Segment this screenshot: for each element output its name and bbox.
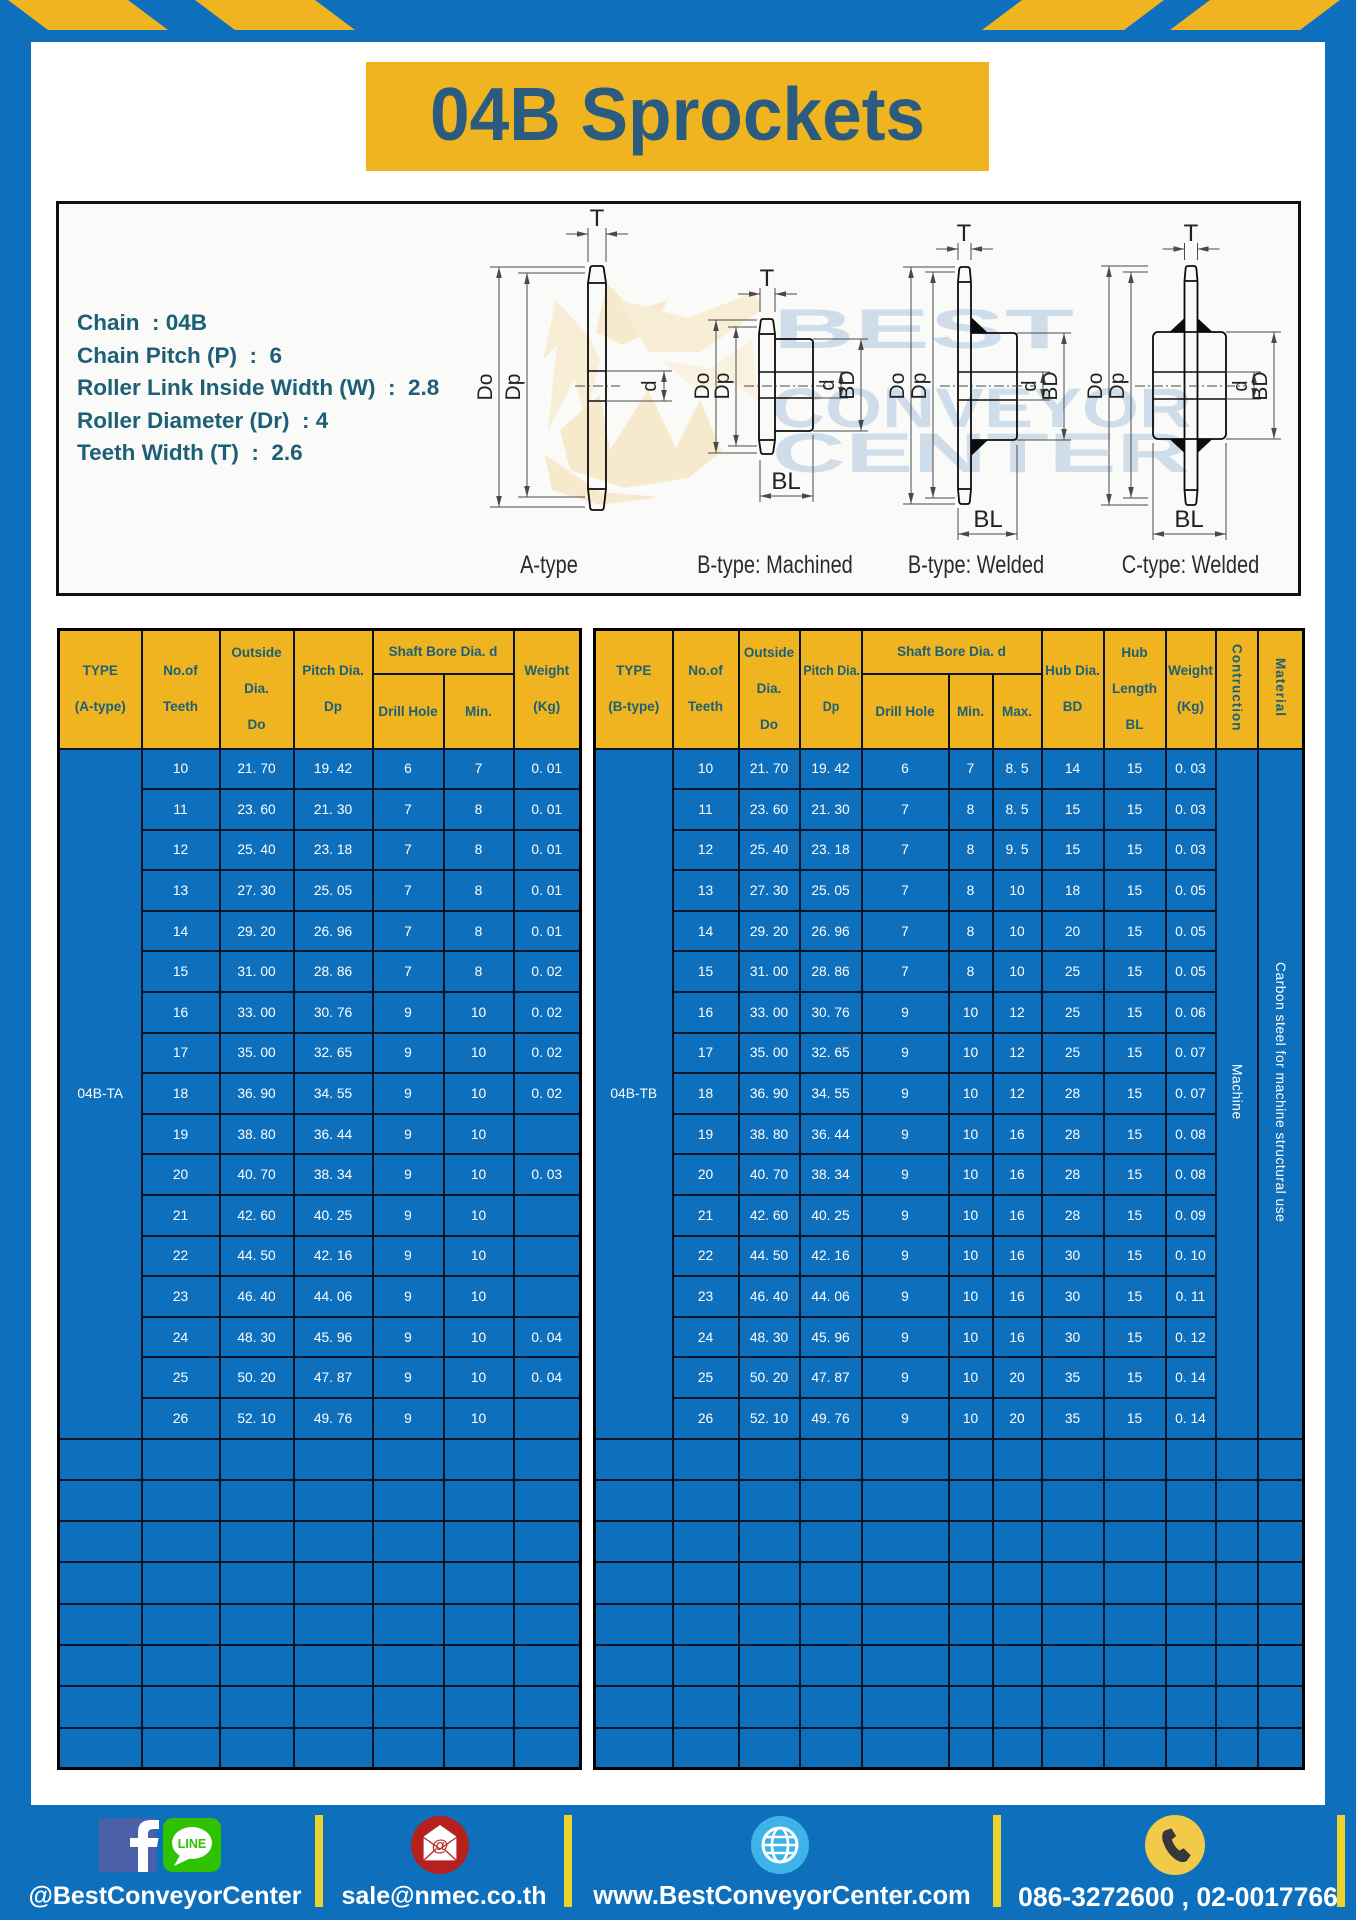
svg-text:BD: BD <box>836 370 859 399</box>
svg-text:BL: BL <box>973 506 1002 533</box>
svg-text:Dp: Dp <box>502 374 525 401</box>
svg-text:Dp: Dp <box>711 373 734 400</box>
svg-text:d: d <box>1019 380 1041 391</box>
svg-text:@: @ <box>432 1836 449 1855</box>
svg-text:BD: BD <box>1039 371 1062 400</box>
svg-text:Do: Do <box>1084 373 1107 400</box>
svg-text:T: T <box>1184 220 1199 247</box>
svg-text:BD: BD <box>1249 371 1272 400</box>
svg-text:BL: BL <box>1174 506 1203 533</box>
svg-text:Do: Do <box>691 373 714 400</box>
svg-text:d: d <box>1230 380 1252 391</box>
svg-text:T: T <box>590 205 605 232</box>
svg-text:Do: Do <box>474 374 497 401</box>
svg-text:d: d <box>817 379 839 390</box>
svg-text:Dp: Dp <box>908 373 931 400</box>
svg-text:Dp: Dp <box>1106 373 1129 400</box>
svg-text:BEST: BEST <box>773 297 1074 360</box>
svg-text:T: T <box>760 265 775 292</box>
svg-text:LINE: LINE <box>178 1837 206 1851</box>
svg-text:T: T <box>957 220 972 247</box>
svg-text:Do: Do <box>886 373 909 400</box>
svg-text:BL: BL <box>771 468 800 495</box>
svg-text:d: d <box>639 380 661 391</box>
